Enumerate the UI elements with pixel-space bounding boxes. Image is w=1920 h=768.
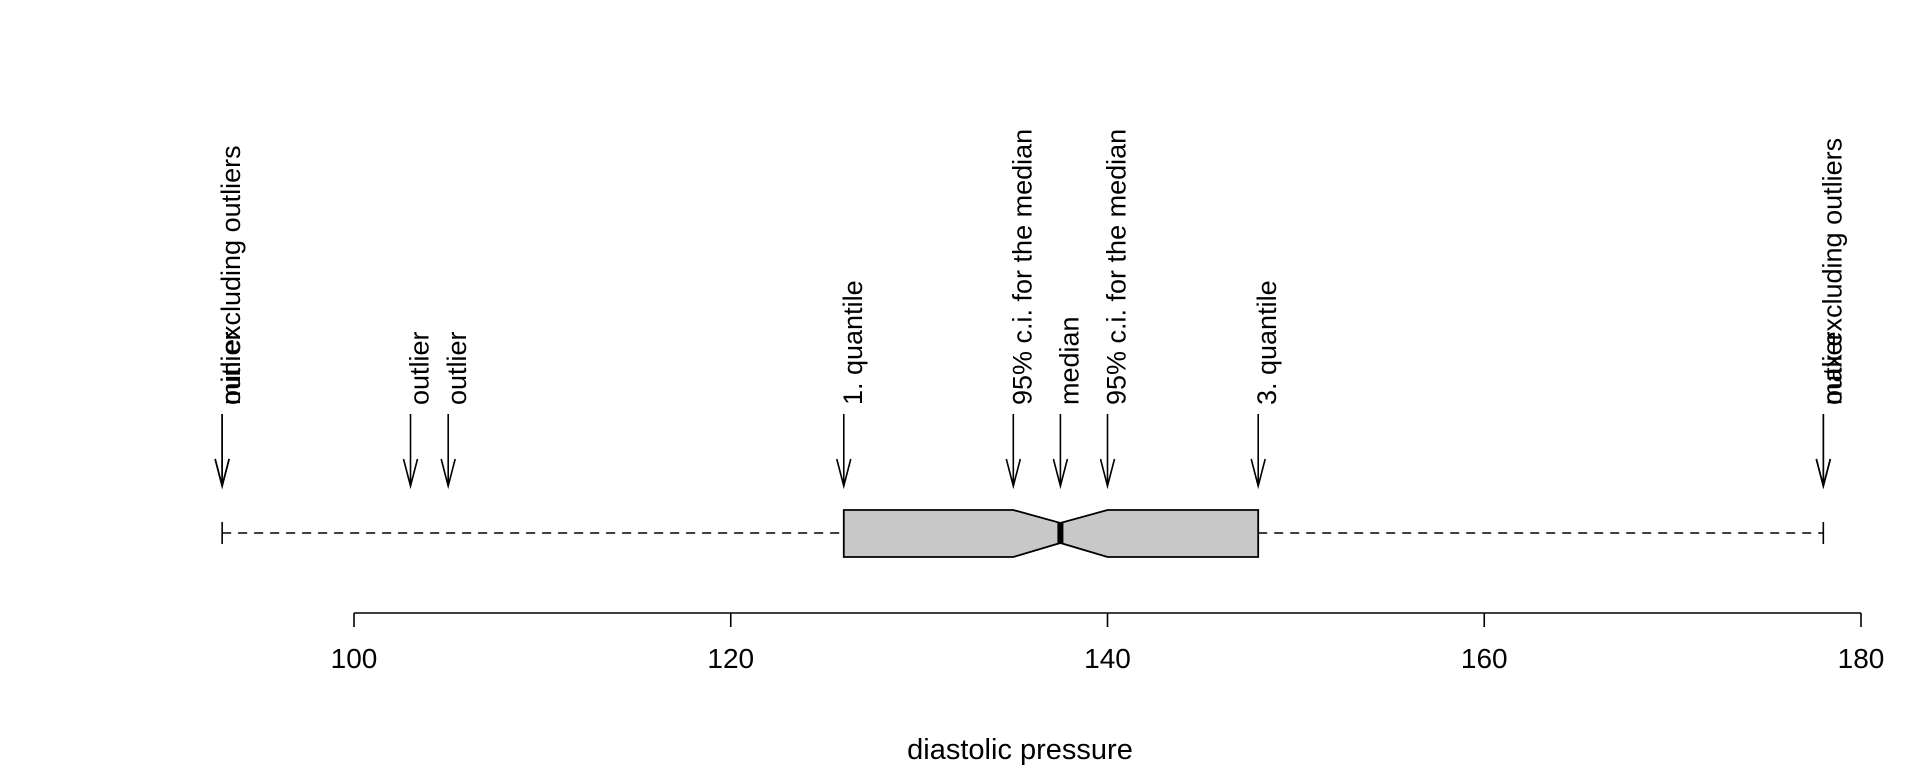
x-tick-label: 100 <box>331 643 378 674</box>
annotation-label: median <box>1054 316 1084 405</box>
x-axis: 100 120 140 160 180 <box>331 612 1885 674</box>
annotation-label: outlier <box>405 331 435 405</box>
annotation-label: min excluding outliers <box>216 145 246 405</box>
x-tick-label: 160 <box>1461 643 1508 674</box>
annotation-label: 1. quantile <box>838 280 868 405</box>
x-tick-label: 140 <box>1084 643 1131 674</box>
annotation-label: 95% c.i. for the median <box>1102 129 1132 405</box>
annotation-arrow-head <box>1250 458 1266 490</box>
boxplot-body <box>221 509 1825 558</box>
notched-box <box>842 509 1260 558</box>
annotation-arrow-head <box>440 458 456 490</box>
annotation-label: 3. quantile <box>1252 280 1282 405</box>
annotation-arrow-head <box>1052 458 1069 490</box>
annotation-label: outlier <box>442 331 472 405</box>
annotation-arrow-head <box>214 458 230 490</box>
annotation-arrow-head <box>1815 458 1832 490</box>
annotation-label: 95% c.i. for the median <box>1007 129 1037 405</box>
annotation-label: outlier <box>1817 331 1847 405</box>
annotation-arrow-head <box>836 458 852 490</box>
x-tick-label: 180 <box>1838 643 1885 674</box>
x-tick-label: 120 <box>707 643 754 674</box>
x-axis-title: diastolic pressure <box>907 734 1133 766</box>
annotation-label: max excluding outliers <box>1817 138 1847 405</box>
annotation-arrow-head <box>1005 458 1022 490</box>
annotation-arrow-head <box>1099 458 1116 490</box>
annotation-label: outlier <box>216 331 246 405</box>
annotation-arrow-head <box>402 458 419 490</box>
